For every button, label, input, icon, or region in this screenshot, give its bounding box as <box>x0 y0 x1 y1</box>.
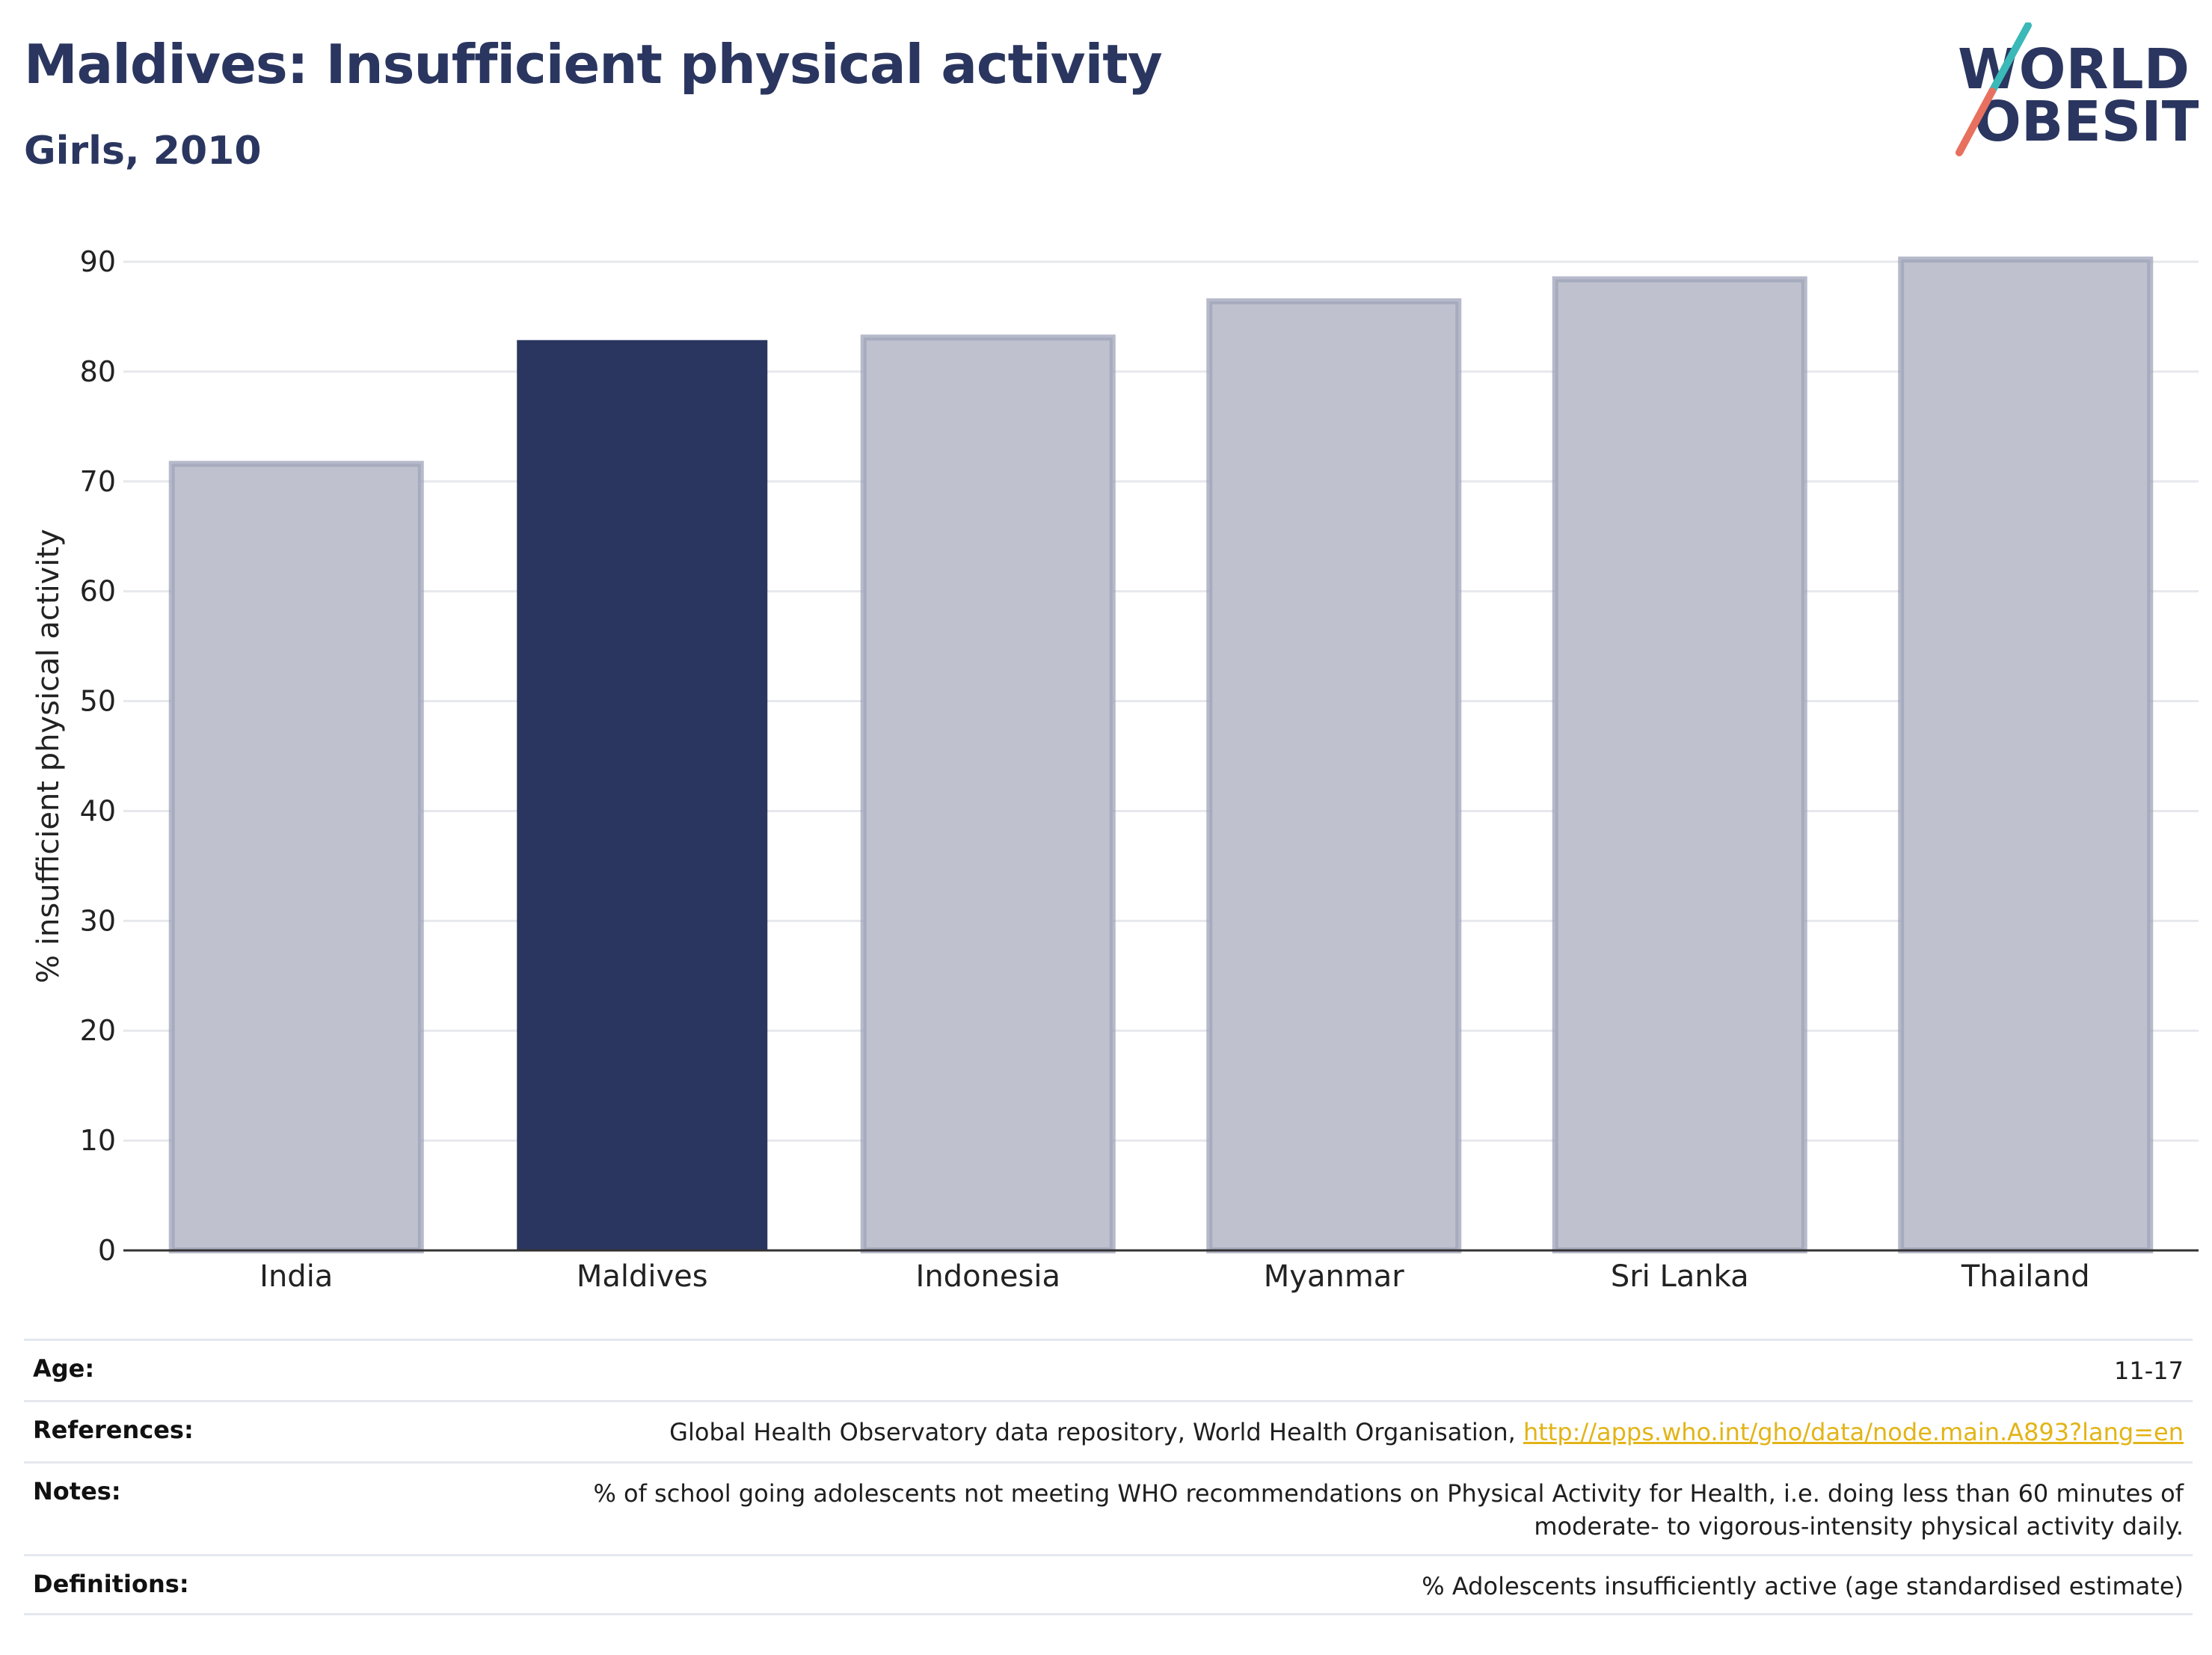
references-value: Global Health Observatory data repositor… <box>669 1416 2184 1449</box>
definitions-value: % Adolescents insufficiently active (age… <box>1422 1572 2184 1600</box>
world-obesity-logo: WORLD OBESITY <box>1956 22 2199 156</box>
y-tick-label: 50 <box>80 685 116 718</box>
x-tick-label: Indonesia <box>916 1259 1060 1294</box>
chart-footer: Age: 11-17 References: Global Health Obs… <box>24 1339 2193 1615</box>
bar <box>1552 276 1807 1254</box>
x-tick-label: Myanmar <box>1264 1259 1405 1294</box>
x-tick-label: Thailand <box>1961 1259 2090 1294</box>
y-tick-label: 80 <box>80 355 116 388</box>
y-tick-label: 40 <box>80 794 116 827</box>
y-tick-label: 0 <box>98 1234 116 1267</box>
bar-chart: 0 10 20 30 40 50 60 70 80 90 India Maldives Indonesi… <box>31 245 2199 1294</box>
references-text: Global Health Observatory data repositor… <box>669 1418 1523 1446</box>
x-tick-label: India <box>259 1259 333 1294</box>
age-value: 11-17 <box>2114 1357 2184 1385</box>
y-tick-label: 30 <box>80 904 116 937</box>
x-tick-label: Sri Lanka <box>1611 1259 1749 1294</box>
references-label: References: <box>33 1416 194 1444</box>
notes-value: % of school going adolescents not meetin… <box>593 1477 2184 1543</box>
footer-row-references: References: Global Health Observatory da… <box>24 1400 2193 1461</box>
chart-title: Maldives: Insufficient physical activity <box>24 33 1163 96</box>
bar <box>1898 257 2154 1253</box>
references-link[interactable]: http://apps.who.int/gho/data/node.main.A… <box>1523 1418 2184 1446</box>
logo-slash-teal <box>1988 22 2032 95</box>
definitions-label: Definitions: <box>33 1570 189 1598</box>
bar <box>860 334 1116 1253</box>
chart-subtitle: Girls, 2010 <box>24 129 262 174</box>
notes-label: Notes: <box>33 1477 121 1505</box>
y-tick-label: 90 <box>80 245 116 278</box>
notes-line1: % of school going adolescents not meetin… <box>593 1479 2184 1508</box>
y-tick-label: 70 <box>80 465 116 498</box>
y-axis-label: % insufficient physical activity <box>31 529 66 983</box>
logo-slash-coral <box>1956 87 1996 156</box>
y-tick-label: 10 <box>80 1124 116 1157</box>
logo-line2: OBESITY <box>1974 90 2199 154</box>
age-label: Age: <box>33 1354 95 1383</box>
bar <box>1206 298 1462 1253</box>
footer-row-definitions: Definitions: % Adolescents insufficientl… <box>24 1554 2193 1615</box>
footer-row-age: Age: 11-17 <box>24 1339 2193 1400</box>
bar <box>517 340 768 1251</box>
y-tick-label: 60 <box>80 575 116 608</box>
footer-row-notes: Notes: % of school going adolescents not… <box>24 1461 2193 1554</box>
x-tick-label: Maldives <box>577 1259 708 1294</box>
notes-line2: moderate- to vigorous-intensity physical… <box>1534 1512 2184 1541</box>
bar <box>168 461 424 1254</box>
y-tick-label: 20 <box>80 1014 116 1047</box>
